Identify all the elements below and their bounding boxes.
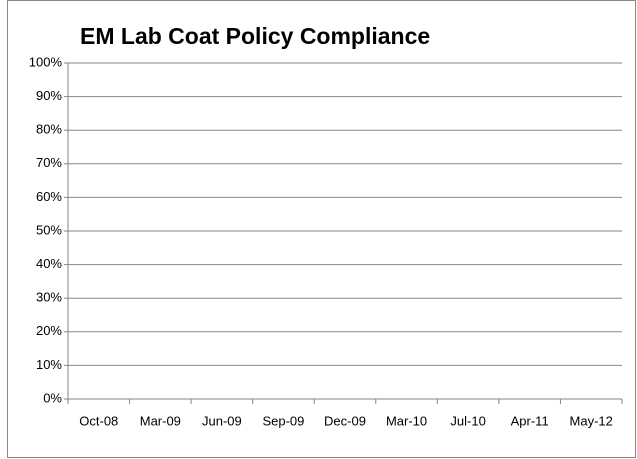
y-tick-label: 10% <box>36 357 62 372</box>
y-tick-label: 100% <box>29 54 63 69</box>
y-tick-label: 60% <box>36 189 62 204</box>
chart-title: EM Lab Coat Policy Compliance <box>80 23 430 49</box>
x-tick-label: Mar-09 <box>140 413 181 428</box>
y-tick-label: 70% <box>36 155 62 170</box>
chart-border <box>7 0 636 458</box>
y-tick-label: 40% <box>36 256 62 271</box>
x-tick-label: May-12 <box>570 413 613 428</box>
y-tick-label: 90% <box>36 88 62 103</box>
x-tick-label: Dec-09 <box>324 413 366 428</box>
y-tick-label: 50% <box>36 222 62 237</box>
x-tick-label: Apr-11 <box>511 413 549 428</box>
y-tick-label: 0% <box>43 390 62 405</box>
y-tick-label: 20% <box>36 323 62 338</box>
x-tick-label: Sep-09 <box>262 413 304 428</box>
x-tick-label: Jul-10 <box>450 413 485 428</box>
x-tick-label: Mar-10 <box>386 413 427 428</box>
y-tick-label: 30% <box>36 290 62 305</box>
x-tick-label: Oct-08 <box>79 413 118 428</box>
x-tick-label: Jun-09 <box>202 413 242 428</box>
y-tick-label: 80% <box>36 122 62 137</box>
